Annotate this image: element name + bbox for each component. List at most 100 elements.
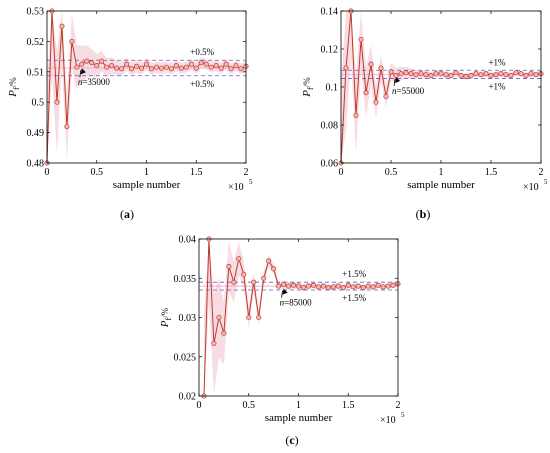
- data-point: [403, 70, 409, 76]
- x-tick-label: 0: [339, 167, 344, 178]
- data-point: [226, 263, 232, 270]
- panel-label: (b): [416, 207, 431, 221]
- data-point: [134, 63, 140, 69]
- data-point: [158, 65, 164, 71]
- y-tick-label: 0.1: [326, 83, 339, 94]
- data-point: [473, 71, 479, 77]
- data-point: [99, 58, 105, 64]
- data-point: [203, 61, 209, 67]
- lower-band-label: +0.5%: [190, 79, 214, 89]
- data-point: [198, 60, 204, 66]
- data-point: [398, 71, 404, 77]
- data-point: [383, 93, 389, 100]
- panel-label: (c): [285, 433, 298, 447]
- x-tick-label: 1: [144, 167, 149, 178]
- annotation-arrow: [281, 290, 283, 298]
- x-tick-label: 2: [539, 167, 544, 178]
- data-point: [375, 282, 381, 288]
- data-point: [358, 36, 364, 43]
- data-point: [236, 256, 242, 262]
- y-tick-label: 0.48: [27, 159, 45, 170]
- data-point: [310, 282, 316, 288]
- y-tick-label: 0.03: [179, 313, 197, 324]
- axes-box: [340, 10, 542, 164]
- data-point: [276, 283, 282, 289]
- data-point: [241, 271, 247, 277]
- data-point: [300, 285, 307, 291]
- data-point: [423, 72, 429, 78]
- data-point: [246, 314, 252, 321]
- y-tick-label: 0.51: [27, 67, 45, 78]
- data-point: [168, 66, 174, 72]
- data-point: [213, 63, 219, 69]
- x-tick-label: 1.5: [190, 167, 203, 178]
- data-point: [325, 285, 331, 291]
- x-multiplier: ×10: [228, 182, 244, 193]
- data-point: [266, 258, 272, 264]
- data-point: [129, 66, 135, 72]
- y-tick-label: 0.04: [179, 235, 197, 246]
- x-exponent: 5: [249, 178, 253, 186]
- data-point: [418, 71, 424, 77]
- data-point: [285, 283, 292, 289]
- y-tick-label: 0.025: [174, 352, 197, 363]
- y-tick-label: 0.12: [321, 45, 339, 56]
- data-point: [433, 71, 439, 77]
- x-axis-label: sample number: [265, 412, 333, 424]
- data-point: [513, 70, 519, 76]
- data-point: [528, 71, 534, 77]
- data-point: [138, 65, 145, 71]
- data-point: [508, 73, 514, 79]
- data-point: [59, 23, 65, 29]
- data-point: [448, 73, 454, 79]
- annotation-arrow: [393, 78, 396, 87]
- x-multiplier: ×10: [523, 182, 539, 193]
- data-point: [468, 73, 474, 79]
- data-point: [305, 283, 312, 289]
- panel-label: (a): [120, 207, 134, 221]
- data-point: [413, 72, 419, 78]
- data-point: [363, 90, 369, 96]
- data-point: [315, 284, 321, 290]
- data-point: [183, 64, 189, 70]
- data-point: [124, 61, 130, 67]
- annotation-arrowhead: [80, 68, 86, 75]
- y-tick-label: 0.06: [321, 159, 339, 170]
- data-point: [119, 66, 125, 72]
- y-tick-label: 0.53: [27, 7, 45, 18]
- data-point: [256, 314, 262, 321]
- x-tick-label: 0: [45, 167, 50, 178]
- data-point: [208, 64, 214, 70]
- data-point: [385, 283, 391, 289]
- confidence-envelope: [203, 239, 398, 396]
- data-point: [233, 63, 239, 69]
- x-multiplier: ×10: [380, 415, 396, 426]
- data-point: [94, 63, 100, 69]
- data-point: [109, 63, 115, 69]
- chart-panel-2: 0 0.5 1 1.5 2 0.06 0.08 0.1 0.12 0.14 sample numbe…: [301, 7, 548, 222]
- y-tick-label: 0.02: [179, 392, 197, 403]
- data-point: [54, 99, 60, 105]
- lower-band-label: +1%: [488, 81, 506, 91]
- data-point: [173, 63, 179, 69]
- chart-panel-3: 0 0.5 1 1.5 2 0.02 0.025 0.03 0.035 0.04 sample nu…: [159, 235, 405, 448]
- data-point: [69, 38, 75, 44]
- x-exponent: 5: [544, 178, 548, 186]
- x-tick-label: 1: [296, 400, 301, 411]
- data-point: [216, 314, 222, 321]
- data-point: [84, 58, 90, 64]
- data-point: [518, 71, 524, 77]
- data-point: [228, 66, 234, 72]
- data-point: [350, 284, 356, 290]
- upper-band-label: +0.5%: [190, 47, 214, 57]
- upper-band-label: +1%: [488, 57, 506, 67]
- data-point: [290, 282, 297, 288]
- x-tick-label: 1: [439, 167, 444, 178]
- annotation-label: n=55000: [392, 86, 425, 96]
- x-tick-label: 2: [244, 167, 249, 178]
- data-point: [271, 266, 277, 272]
- x-tick-label: 0: [197, 400, 202, 411]
- data-point: [238, 66, 244, 72]
- data-point: [330, 284, 336, 290]
